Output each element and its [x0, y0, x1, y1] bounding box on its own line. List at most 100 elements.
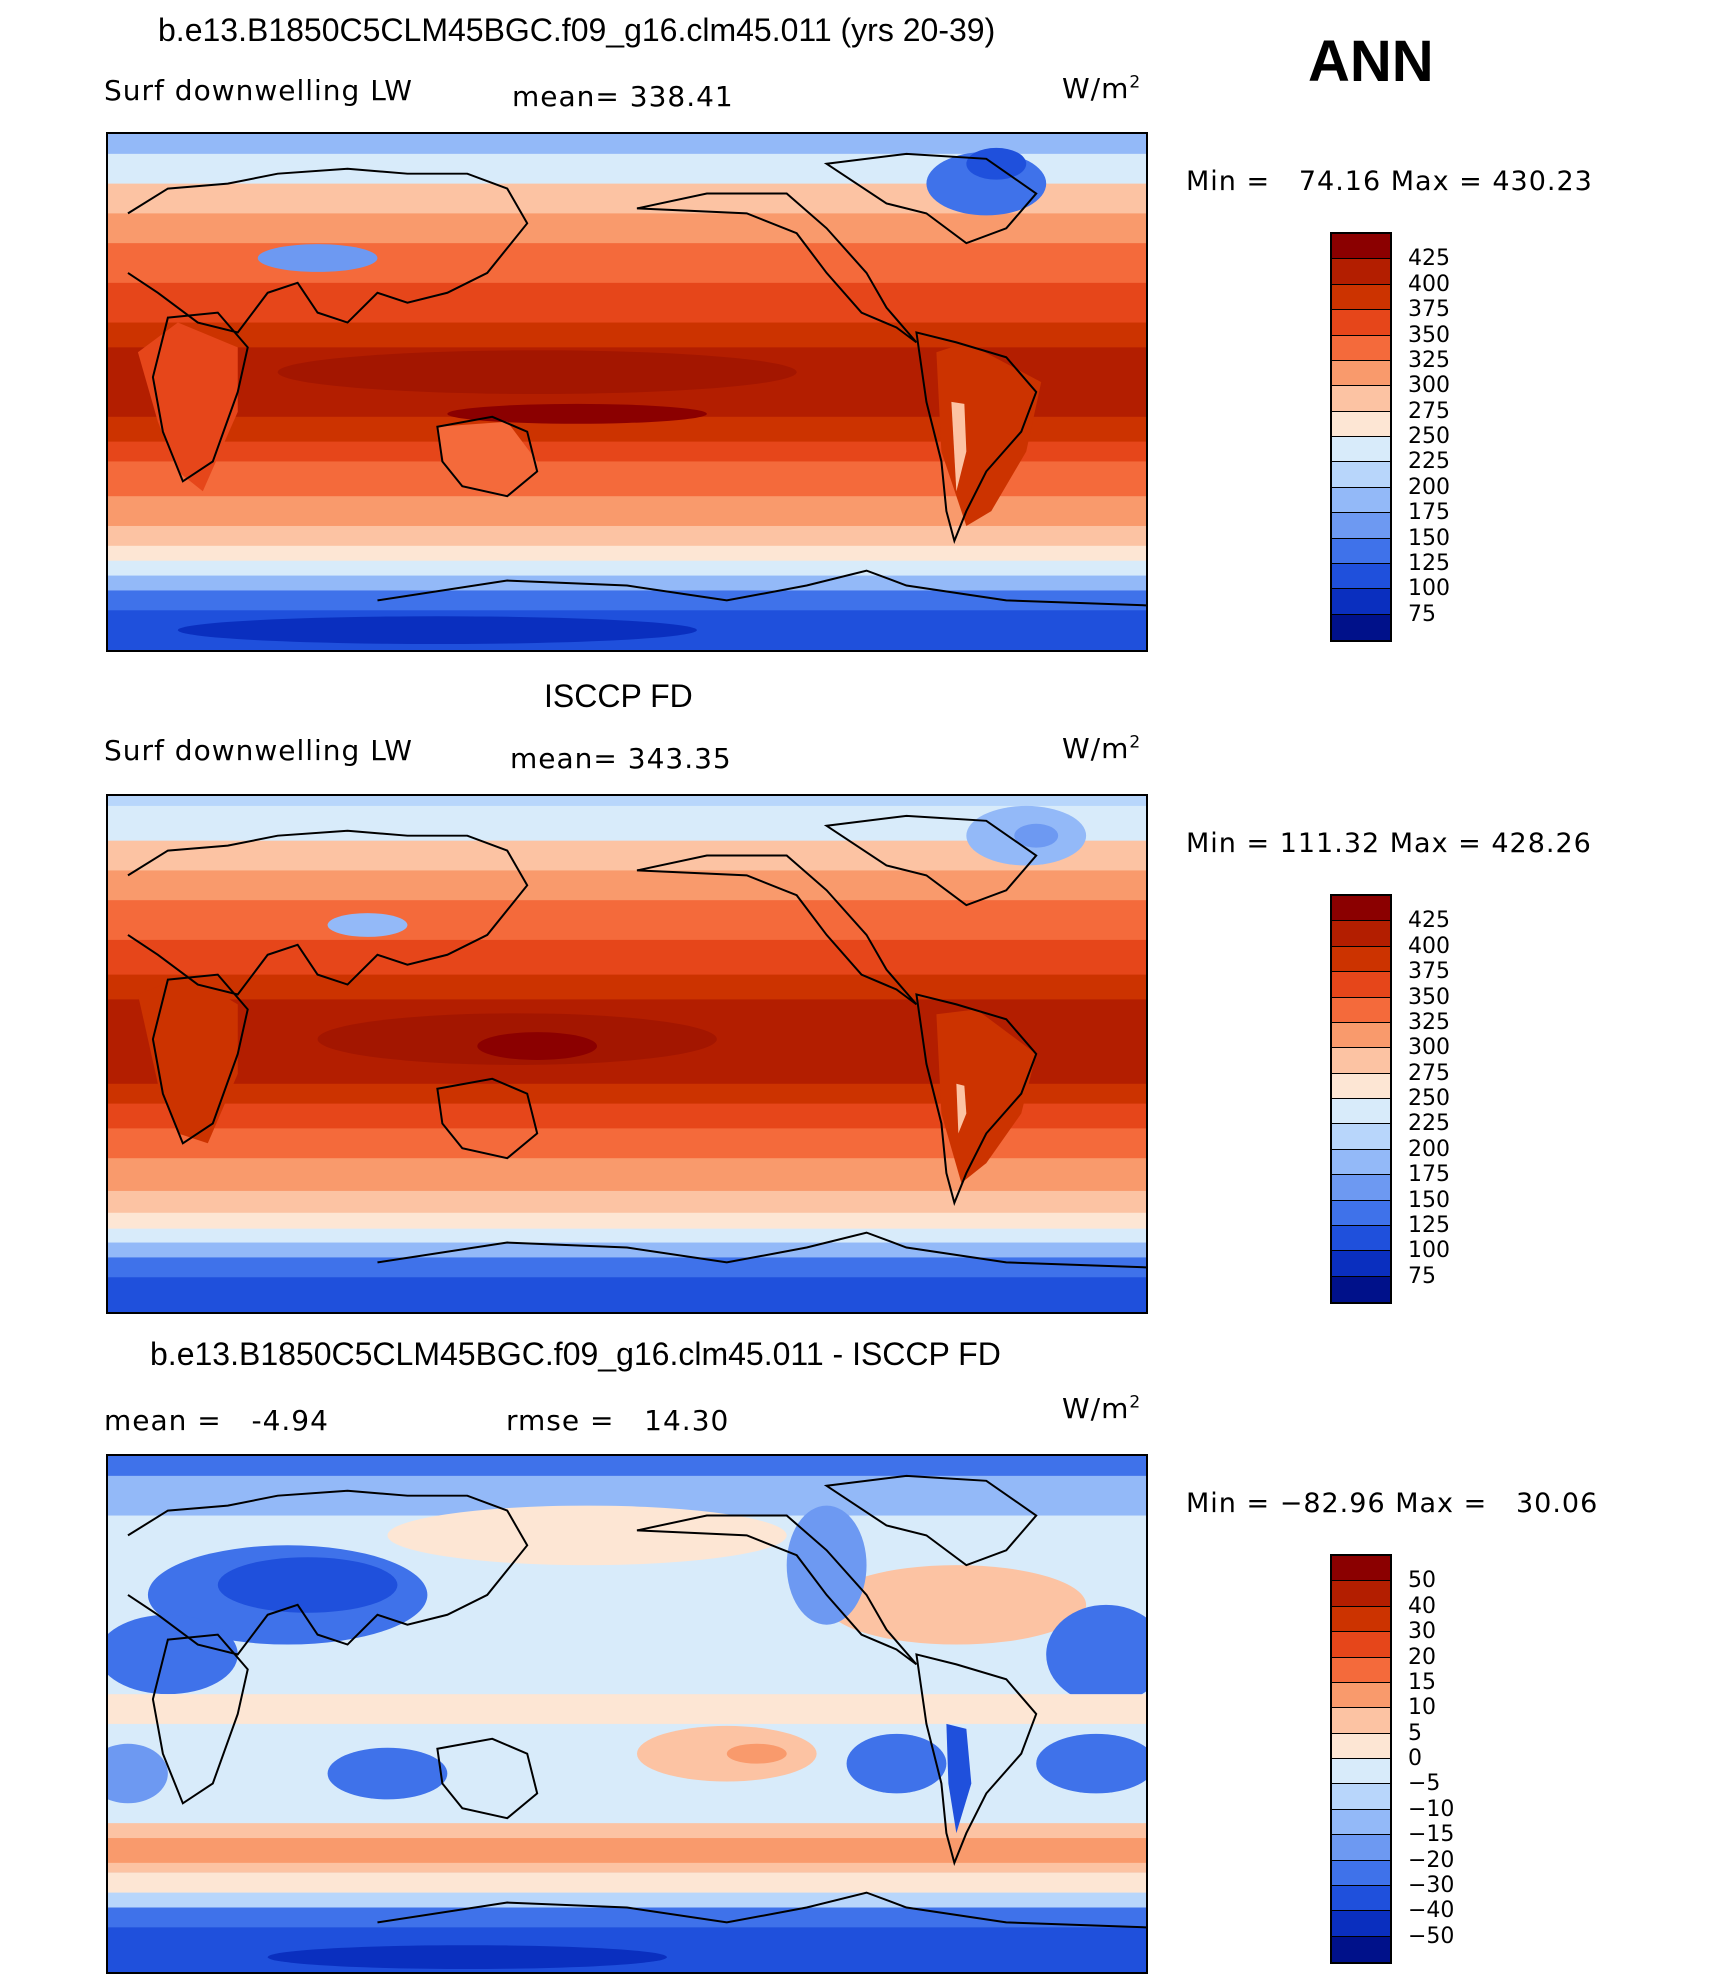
colorbar-swatch [1332, 1606, 1390, 1633]
panel-3-units-label: W/m2 [1062, 1392, 1142, 1425]
colorbar-tick-label: −40 [1408, 1898, 1455, 1924]
colorbar-swatch [1332, 386, 1390, 412]
panel-2-title: ISCCP FD [544, 678, 693, 714]
colorbar-tick-label: 20 [1408, 1644, 1436, 1670]
colorbar-tick-label: 350 [1408, 984, 1450, 1010]
colorbar-tick-label: 400 [1408, 933, 1450, 959]
panel-3-rmse-label: rmse = 14.30 [506, 1404, 730, 1437]
colorbar-swatch [1332, 411, 1390, 437]
panel-1-units-label: W/m2 [1062, 72, 1142, 105]
colorbar-swatch [1332, 1581, 1390, 1607]
colorbar-swatch [1332, 1911, 1390, 1937]
colorbar-swatch [1332, 1251, 1390, 1277]
colorbar-tick-label: 325 [1408, 347, 1450, 373]
colorbar-swatch [1332, 284, 1390, 311]
colorbar-tick-label: −30 [1408, 1872, 1455, 1898]
colorbar-swatch [1332, 1124, 1390, 1150]
colorbar-tick-label: 425 [1408, 908, 1450, 934]
colorbar-tick-label: 15 [1408, 1669, 1436, 1695]
colorbar-tick-label: 225 [1408, 1111, 1450, 1137]
panel-1-map-svg [108, 134, 1146, 650]
season-label: ANN [1308, 29, 1434, 94]
colorbar-swatch [1332, 997, 1390, 1023]
colorbar-tick-label: 250 [1408, 1086, 1450, 1111]
panel-3-map [106, 1454, 1148, 1974]
colorbar-swatch [1332, 563, 1390, 590]
colorbar-tick-label: 200 [1408, 1136, 1450, 1162]
panel-3-mean-label: mean = -4.94 [104, 1404, 329, 1437]
colorbar-tick-label: 300 [1408, 1035, 1450, 1061]
colorbar-swatch [1332, 437, 1390, 463]
panel-2-map [106, 794, 1148, 1314]
colorbar-tick-label: 275 [1408, 398, 1450, 424]
colorbar-swatch [1332, 1048, 1390, 1074]
colorbar-swatch [1332, 1556, 1390, 1582]
colorbar-swatch [1332, 1657, 1390, 1683]
colorbar-tick-label: 10 [1408, 1695, 1436, 1721]
colorbar-tick-label: 275 [1408, 1060, 1450, 1086]
colorbar-swatch [1332, 589, 1390, 615]
colorbar-swatch [1332, 360, 1390, 387]
colorbar-swatch [1332, 1733, 1390, 1759]
colorbar-tick-label: 250 [1408, 424, 1450, 449]
colorbar-tick-label: −20 [1408, 1847, 1455, 1873]
colorbar-tick-label: 150 [1408, 1187, 1450, 1213]
colorbar-tick-label: 125 [1408, 1212, 1450, 1238]
colorbar-swatch [1332, 1835, 1390, 1861]
colorbar-swatch [1332, 946, 1390, 973]
colorbar-swatch [1332, 1225, 1390, 1252]
panel-2-colorbar [1330, 894, 1392, 1304]
colorbar-swatch [1332, 1099, 1390, 1125]
colorbar-swatch [1332, 1759, 1390, 1785]
colorbar-tick-label: 400 [1408, 271, 1450, 297]
panel-1-mean-label: mean= 338.41 [512, 80, 734, 113]
colorbar-tick-label: 225 [1408, 449, 1450, 475]
colorbar-tick-label: 375 [1408, 297, 1450, 323]
panel-1-title: b.e13.B1850C5CLM45BGC.f09_g16.clm45.011 … [158, 12, 996, 48]
colorbar-swatch [1332, 1276, 1390, 1302]
colorbar-tick-label: 0 [1408, 1746, 1422, 1771]
colorbar-tick-label: 150 [1408, 525, 1450, 551]
colorbar-swatch [1332, 462, 1390, 488]
colorbar-tick-label: 425 [1408, 246, 1450, 272]
colorbar-tick-label: 75 [1408, 1263, 1436, 1289]
colorbar-tick-label: −50 [1408, 1923, 1455, 1949]
panel-2-minmax: Min = 111.32 Max = 428.26 [1186, 828, 1592, 859]
colorbar-swatch [1332, 1200, 1390, 1226]
colorbar-tick-label: 125 [1408, 550, 1450, 576]
colorbar-tick-label: 175 [1408, 500, 1450, 526]
panel-2-variable-label: Surf downwelling LW [104, 734, 413, 767]
colorbar-tick-label: −5 [1408, 1771, 1441, 1797]
colorbar-swatch [1332, 513, 1390, 539]
colorbar-tick-label: 40 [1408, 1593, 1436, 1619]
colorbar-tick-label: 350 [1408, 322, 1450, 348]
panel-2-mean-label: mean= 343.35 [510, 742, 732, 775]
colorbar-tick-label: 325 [1408, 1009, 1450, 1035]
colorbar-swatch [1332, 1885, 1390, 1912]
colorbar-swatch [1332, 310, 1390, 336]
colorbar-swatch [1332, 1860, 1390, 1886]
colorbar-swatch [1332, 1632, 1390, 1658]
colorbar-swatch [1332, 1708, 1390, 1734]
panel-3-minmax: Min = −82.96 Max = 30.06 [1186, 1488, 1599, 1519]
colorbar-swatch [1332, 538, 1390, 564]
colorbar-tick-label: 100 [1408, 576, 1450, 602]
colorbar-tick-label: 50 [1408, 1568, 1436, 1594]
colorbar-tick-label: 175 [1408, 1162, 1450, 1188]
panel-1-colorbar [1330, 232, 1392, 642]
panel-1-variable-label: Surf downwelling LW [104, 74, 413, 107]
colorbar-tick-label: 100 [1408, 1238, 1450, 1264]
colorbar-swatch [1332, 896, 1390, 922]
colorbar-tick-label: 5 [1408, 1720, 1422, 1746]
panel-2-map-svg [108, 796, 1146, 1312]
panel-2-units-label: W/m2 [1062, 732, 1142, 765]
panel-3-map-svg [108, 1456, 1146, 1972]
colorbar-swatch [1332, 1682, 1390, 1709]
colorbar-swatch [1332, 1073, 1390, 1099]
panel-3-colorbar [1330, 1554, 1392, 1964]
colorbar-tick-label: 75 [1408, 601, 1436, 627]
colorbar-swatch [1332, 972, 1390, 998]
colorbar-swatch [1332, 1784, 1390, 1810]
colorbar-swatch [1332, 1936, 1390, 1962]
colorbar-swatch [1332, 335, 1390, 361]
